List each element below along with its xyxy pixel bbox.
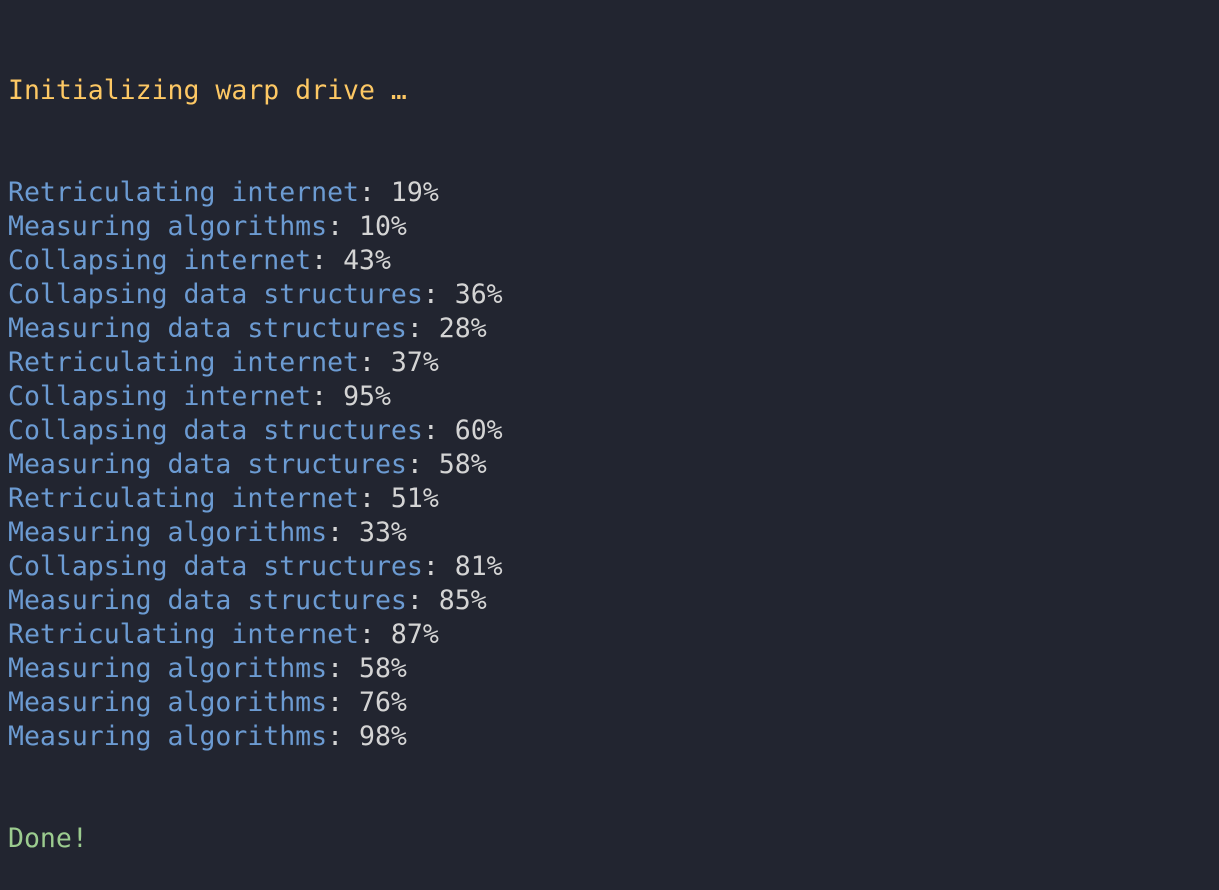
task-label: Retriculating internet — [8, 619, 359, 650]
task-percent: 60% — [454, 415, 503, 446]
separator: : — [359, 347, 391, 378]
progress-line: Collapsing internet: 43% — [8, 244, 1219, 278]
task-label: Measuring algorithms — [8, 721, 328, 752]
separator: : — [327, 721, 360, 752]
task-percent: 10% — [359, 211, 407, 242]
task-percent: 51% — [390, 483, 439, 514]
task-label: Retriculating internet — [8, 347, 359, 378]
task-percent: 95% — [343, 381, 391, 412]
separator: : — [422, 415, 455, 446]
progress-line: Collapsing data structures: 81% — [8, 550, 1219, 584]
task-percent: 87% — [390, 619, 439, 650]
task-label: Measuring data structures — [8, 313, 407, 344]
separator: : — [311, 381, 344, 412]
task-percent: 37% — [390, 347, 439, 378]
progress-line: Measuring algorithms: 76% — [8, 686, 1219, 720]
task-label: Collapsing data structures — [8, 279, 423, 310]
separator: : — [406, 585, 439, 616]
task-label: Collapsing internet — [8, 381, 312, 412]
progress-line: Collapsing data structures: 36% — [8, 278, 1219, 312]
separator: : — [422, 279, 455, 310]
task-label: Collapsing data structures — [8, 551, 423, 582]
task-percent: 43% — [343, 245, 391, 276]
separator: : — [406, 313, 439, 344]
task-percent: 19% — [390, 177, 439, 208]
separator: : — [327, 687, 360, 718]
task-label: Retriculating internet — [8, 177, 359, 208]
progress-line: Retriculating internet: 87% — [8, 618, 1219, 652]
task-label: Measuring algorithms — [8, 211, 328, 242]
separator: : — [311, 245, 344, 276]
separator: : — [359, 483, 391, 514]
separator: : — [359, 619, 391, 650]
task-label: Collapsing internet — [8, 245, 312, 276]
header-line: Initializing warp drive … — [8, 75, 407, 106]
task-percent: 85% — [438, 585, 487, 616]
task-label: Measuring algorithms — [8, 517, 328, 548]
progress-line: Retriculating internet: 19% — [8, 176, 1219, 210]
progress-line: Measuring algorithms: 33% — [8, 516, 1219, 550]
done-line: Done! — [8, 823, 88, 854]
progress-line: Measuring algorithms: 10% — [8, 210, 1219, 244]
progress-line: Collapsing data structures: 60% — [8, 414, 1219, 448]
task-percent: 81% — [454, 551, 503, 582]
separator: : — [406, 449, 439, 480]
separator: : — [327, 211, 360, 242]
progress-line: Retriculating internet: 51% — [8, 482, 1219, 516]
task-label: Collapsing data structures — [8, 415, 423, 446]
progress-line: Collapsing internet: 95% — [8, 380, 1219, 414]
progress-line: Measuring data structures: 28% — [8, 312, 1219, 346]
task-percent: 28% — [438, 313, 487, 344]
progress-line: Measuring algorithms: 58% — [8, 652, 1219, 686]
progress-line: Retriculating internet: 37% — [8, 346, 1219, 380]
task-label: Measuring data structures — [8, 449, 407, 480]
progress-line: Measuring data structures: 85% — [8, 584, 1219, 618]
task-label: Retriculating internet — [8, 483, 359, 514]
task-percent: 33% — [359, 517, 407, 548]
separator: : — [422, 551, 455, 582]
task-percent: 98% — [359, 721, 407, 752]
progress-lines: Retriculating internet: 19% Measuring alg… — [8, 176, 1219, 754]
separator: : — [327, 517, 360, 548]
separator: : — [359, 177, 391, 208]
progress-line: Measuring algorithms: 98% — [8, 720, 1219, 754]
task-percent: 36% — [454, 279, 503, 310]
progress-line: Measuring data structures: 58% — [8, 448, 1219, 482]
task-label: Measuring algorithms — [8, 687, 328, 718]
task-label: Measuring data structures — [8, 585, 407, 616]
task-percent: 76% — [359, 687, 407, 718]
task-percent: 58% — [438, 449, 487, 480]
